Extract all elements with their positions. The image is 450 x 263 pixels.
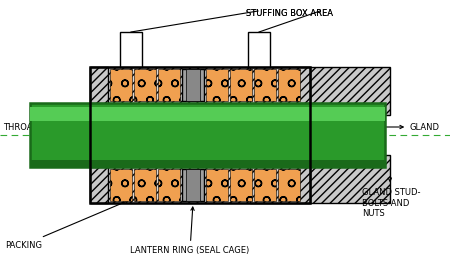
Bar (182, 69, 204, 101)
Bar (158, 69, 180, 101)
Bar (186, 69, 200, 101)
Bar (230, 69, 252, 101)
Bar (30, 103, 385, 167)
Bar (110, 169, 132, 201)
Bar (90, 167, 108, 203)
Bar (120, 32, 142, 67)
Bar (254, 69, 276, 101)
Text: GLAND STUD-
BOLTS AND
NUTS: GLAND STUD- BOLTS AND NUTS (362, 178, 420, 218)
Bar (90, 167, 310, 203)
Bar (206, 169, 228, 201)
Bar (206, 69, 228, 101)
Bar (90, 67, 310, 103)
Bar (158, 169, 180, 201)
Bar (248, 32, 270, 67)
Text: STUFFING BOX AREA: STUFFING BOX AREA (247, 9, 333, 18)
Text: PACKING: PACKING (5, 200, 128, 250)
Bar (254, 169, 276, 201)
Bar (278, 69, 300, 101)
Bar (230, 169, 252, 201)
Bar (30, 107, 385, 121)
Bar (30, 160, 385, 167)
Bar (134, 169, 156, 201)
Bar (250, 167, 310, 203)
Bar (186, 169, 200, 201)
Bar (310, 67, 390, 115)
Bar (110, 69, 132, 101)
Bar (134, 69, 156, 101)
Text: LANTERN RING (SEAL CAGE): LANTERN RING (SEAL CAGE) (130, 207, 250, 255)
Bar (182, 169, 204, 201)
Bar (90, 67, 108, 103)
Bar (90, 67, 310, 203)
Text: GLAND: GLAND (318, 123, 440, 132)
Text: THROAT: THROAT (3, 123, 86, 132)
Bar (278, 169, 300, 201)
Bar (310, 155, 390, 203)
Bar (250, 67, 310, 103)
Text: STUFFING BOX AREA: STUFFING BOX AREA (247, 9, 333, 18)
